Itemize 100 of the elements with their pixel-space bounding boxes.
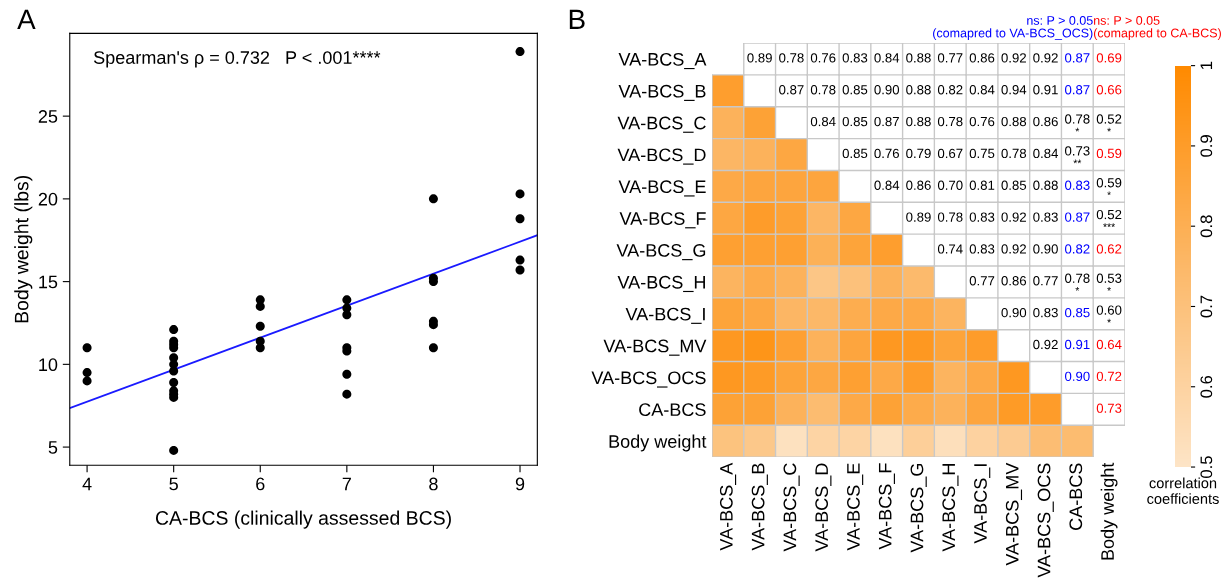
text: 0.88	[1001, 116, 1027, 127]
color-bar-label: 0.9	[1200, 135, 1213, 157]
y-axis-title: Body weight (lbs)	[14, 175, 33, 323]
point	[82, 368, 92, 378]
text: 0.92	[1033, 339, 1058, 350]
point	[515, 265, 525, 275]
point	[515, 214, 525, 224]
x-tick-label: VA-BCS_D	[815, 463, 832, 552]
y-tick-label: VA-BCS_I	[625, 307, 705, 324]
text: 0.87	[1065, 85, 1090, 95]
text: 0.73 **	[1065, 146, 1090, 164]
point	[255, 343, 265, 353]
annotation: Spearman's ρ = 0.732 P < .001****	[93, 51, 381, 68]
text: 0.78	[937, 212, 963, 222]
text: 0.90	[1065, 371, 1090, 381]
text: 0.60 *	[1096, 305, 1122, 323]
text: 0.78	[810, 85, 836, 95]
point	[515, 189, 525, 199]
point	[169, 378, 179, 388]
text: 0.89	[906, 212, 931, 222]
point	[169, 445, 179, 455]
text: 0.69	[1096, 53, 1122, 63]
text: 0.87	[874, 116, 899, 127]
text: 0.85	[1065, 307, 1090, 318]
x-tick-label: VA-BCS_I	[974, 464, 991, 544]
text: 0.79	[906, 148, 931, 159]
y-tick-label: Body weight	[609, 434, 707, 452]
text: 0.52 ***	[1096, 209, 1122, 227]
text: 0.90	[874, 85, 900, 95]
x-tick-label: VA-BCS_C	[783, 463, 800, 552]
y-tick-label: VA-BCS_OCS	[591, 371, 706, 388]
color-bar-label: 0.8	[1200, 215, 1213, 238]
text: 0.92	[1001, 212, 1026, 222]
text: 0.62	[1096, 244, 1122, 254]
y-tick-label: 25	[38, 110, 58, 123]
x-tick-label: VA-BCS_F	[878, 463, 895, 550]
text: 0.83	[1033, 307, 1058, 318]
y-tick-label: VA-BCS_D	[617, 148, 706, 165]
y-tick-label: VA-BCS_F	[619, 212, 706, 229]
text: 0.59 *	[1096, 178, 1122, 196]
text: 0.81	[969, 180, 995, 190]
text: 0.76	[874, 148, 899, 159]
text: ns: P > 0.05 (comapred to CA-BCS)	[1093, 16, 1221, 40]
text: 0.85	[842, 116, 868, 127]
text: 0.87	[1065, 212, 1090, 222]
point	[82, 376, 92, 386]
text: 0.88	[906, 53, 931, 63]
text: 0.91	[1033, 85, 1058, 95]
text: 0.76	[969, 116, 995, 127]
chart-title: A	[17, 9, 36, 29]
text: 0.86	[1033, 116, 1058, 127]
text: 0.78	[1001, 148, 1027, 159]
x-tick-label: VA-BCS_G	[910, 463, 927, 553]
text: 0.73	[1096, 403, 1122, 413]
text: 0.83	[1033, 212, 1058, 222]
text: 0.92	[1033, 53, 1058, 63]
text: 0.72	[1096, 371, 1122, 381]
text: 0.83	[969, 212, 995, 222]
text: 0.87	[779, 85, 804, 95]
text: 0.86	[1001, 276, 1027, 286]
point	[428, 343, 438, 353]
text: 0.78	[779, 53, 804, 63]
y-tick-label: CA-BCS	[639, 403, 706, 417]
y-tick-label: 5	[48, 441, 58, 454]
text: 0.85	[842, 85, 868, 95]
x-tick-label: CA-BCS	[1069, 463, 1083, 530]
y-tick-label: VA-BCS_G	[616, 244, 706, 261]
text: 0.88	[906, 116, 931, 127]
color-bar-label: 0.6	[1200, 375, 1213, 398]
text: 0.90	[1033, 244, 1058, 254]
text: 0.66	[1096, 85, 1122, 95]
text: 0.77	[937, 53, 963, 63]
color-bar-title: correlation coefficients	[1147, 477, 1219, 505]
text: 0.84	[874, 53, 900, 63]
color-bar-label: 1	[1200, 61, 1213, 69]
y-tick-label: VA-BCS_E	[618, 180, 706, 197]
x-tick-label: 6	[256, 477, 265, 491]
x-tick-label: 4	[82, 477, 92, 491]
point	[169, 325, 179, 335]
text: 0.78 *	[1065, 273, 1090, 291]
text: 0.77	[969, 276, 995, 286]
text: 0.88	[1033, 180, 1058, 190]
point	[169, 366, 179, 376]
text: 0.84	[1033, 148, 1059, 159]
y-tick-label: VA-BCS_C	[617, 116, 706, 133]
text: 0.84	[810, 116, 836, 127]
text: 0.83	[1065, 180, 1090, 190]
text: 0.92	[1001, 53, 1026, 63]
text: 0.89	[747, 53, 772, 63]
point	[342, 389, 352, 399]
text: 0.83	[969, 244, 995, 254]
text: 0.83	[842, 53, 868, 63]
text: 0.84	[874, 180, 900, 190]
x-tick-label: VA-BCS_H	[942, 464, 959, 552]
y-tick-label: VA-BCS_B	[618, 84, 706, 101]
x-tick-label: 9	[515, 477, 525, 491]
text: 0.53 *	[1096, 273, 1122, 291]
text: 0.94	[1001, 85, 1027, 95]
point	[515, 47, 525, 57]
text: 0.70	[937, 180, 963, 190]
